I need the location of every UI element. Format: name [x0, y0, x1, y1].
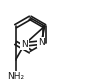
Text: N: N [21, 40, 28, 49]
Text: N: N [38, 38, 45, 47]
Text: NH₂: NH₂ [7, 72, 24, 81]
